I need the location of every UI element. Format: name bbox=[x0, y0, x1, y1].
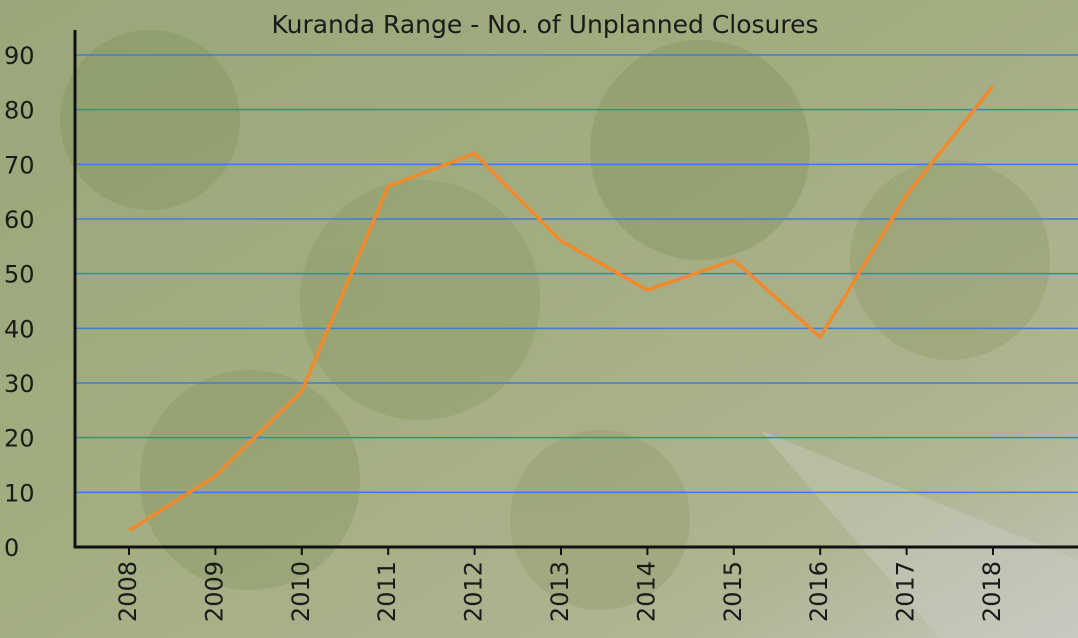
x-tick-label: 2010 bbox=[287, 561, 315, 622]
y-tick-label: 0 bbox=[4, 534, 19, 562]
data-line bbox=[128, 85, 995, 533]
x-tick-label: 2015 bbox=[719, 561, 747, 622]
y-tick-label: 10 bbox=[4, 479, 35, 507]
y-tick-label: 70 bbox=[4, 151, 35, 179]
foliage-texture bbox=[60, 30, 1078, 638]
x-tick-label: 2013 bbox=[546, 561, 574, 622]
y-tick-label: 80 bbox=[4, 97, 35, 125]
x-tick-label: 2014 bbox=[632, 561, 660, 622]
y-tick-label: 60 bbox=[4, 206, 35, 234]
y-tick-label: 90 bbox=[4, 42, 35, 70]
x-tick-label: 2009 bbox=[200, 561, 228, 622]
x-tick-label: 2017 bbox=[892, 561, 920, 622]
x-tick-label: 2012 bbox=[460, 561, 488, 622]
y-tick-label: 40 bbox=[4, 315, 35, 343]
x-tick-label: 2016 bbox=[805, 561, 833, 622]
x-tick-label: 2018 bbox=[978, 561, 1006, 622]
y-tick-label: 20 bbox=[4, 425, 35, 453]
chart-title: Kuranda Range - No. of Unplanned Closure… bbox=[271, 10, 818, 39]
y-tick-label: 50 bbox=[4, 261, 35, 289]
x-tick-label: 2008 bbox=[114, 561, 142, 622]
y-tick-label: 30 bbox=[4, 370, 35, 398]
x-tick-label: 2011 bbox=[373, 561, 401, 622]
